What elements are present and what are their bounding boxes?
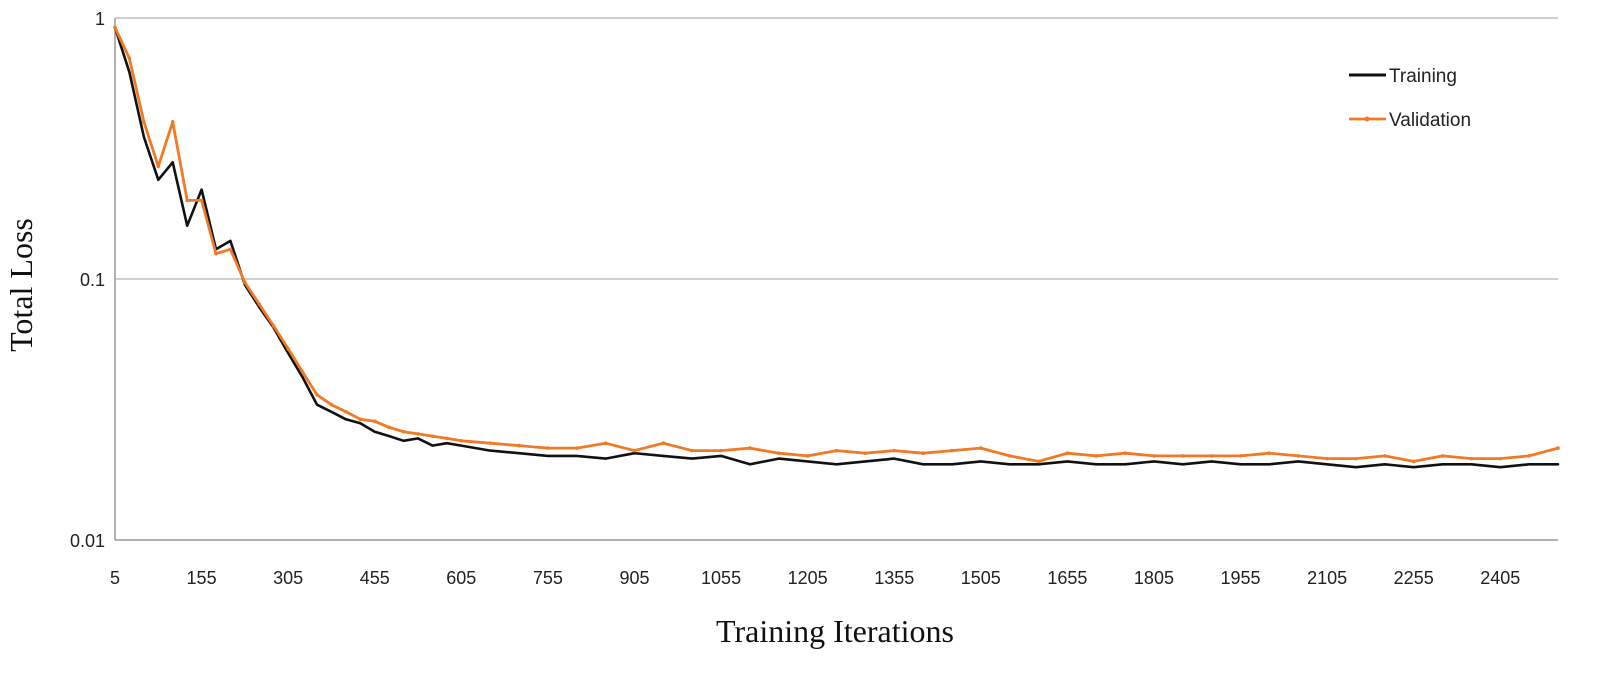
data-point-validation (228, 247, 233, 252)
axes (114, 18, 1558, 541)
data-point-validation (661, 441, 666, 445)
data-point-validation (1152, 454, 1156, 458)
data-point-validation (1325, 456, 1329, 461)
data-point-validation (488, 441, 492, 445)
data-point-validation (1267, 451, 1272, 456)
data-point-validation (170, 120, 175, 124)
x-tick-label: 1955 (1221, 568, 1261, 588)
data-point-validation (459, 438, 464, 443)
data-point-validation (445, 436, 449, 441)
data-point-validation (632, 448, 637, 453)
data-point-validation (1036, 459, 1041, 464)
x-tick-label: 1655 (1047, 568, 1087, 588)
data-point-validation (690, 448, 694, 453)
data-point-validation (1209, 454, 1214, 458)
data-point-validation (315, 393, 319, 397)
data-point-validation (344, 409, 348, 414)
data-point-validation (1007, 454, 1012, 458)
x-tick-label: 905 (619, 568, 649, 588)
data-point-validation (387, 425, 391, 430)
legend: Training Validation (1349, 66, 1471, 131)
data-point-validation (1296, 454, 1301, 458)
data-point-validation (1065, 451, 1070, 456)
data-point-validation (517, 443, 521, 448)
series-line-training (113, 26, 1560, 469)
data-point-validation (300, 370, 305, 374)
data-point-validation (546, 446, 550, 450)
data-point-validation (834, 448, 839, 453)
data-point-validation (748, 446, 752, 450)
data-point-validation (185, 198, 189, 203)
x-tick-label: 2105 (1307, 568, 1347, 588)
data-point-validation (863, 451, 868, 456)
data-point-validation (979, 446, 983, 450)
x-tick-label: 605 (446, 568, 476, 588)
x-tick-label: 1205 (788, 568, 828, 588)
data-point-validation (1498, 456, 1503, 461)
data-point-validation (603, 441, 608, 445)
data-point-validation (199, 198, 204, 203)
data-point-validation (1556, 446, 1560, 450)
grid (115, 17, 1558, 280)
data-point-validation (1440, 454, 1445, 458)
data-point-validation (950, 448, 954, 453)
data-point-validation (257, 302, 262, 307)
legend-label-training: Training (1389, 66, 1457, 87)
data-point-validation (1411, 459, 1416, 464)
legend-label-validation: Validation (1389, 110, 1471, 131)
y-axis-title: Total Loss (3, 218, 39, 352)
y-tick-label: 0.1 (80, 270, 105, 290)
data-point-validation (1094, 454, 1099, 458)
tick-labels: 1 0.1 0.015 155 305 455 605 755 905 1055 1205 1355 1… (70, 9, 1520, 588)
x-tick-label: 2405 (1480, 568, 1520, 588)
data-point-validation (430, 434, 435, 438)
data-point-validation (286, 347, 290, 351)
series-line-validation (113, 26, 1560, 463)
data-point-validation (1354, 456, 1358, 461)
data-point-validation (271, 324, 276, 328)
x-tick-label: 5 (110, 568, 120, 588)
data-point-validation (214, 251, 218, 256)
data-point-validation (1181, 454, 1185, 458)
data-point-validation (1527, 454, 1531, 458)
x-tick-label: 155 (187, 568, 217, 588)
x-tick-label: 455 (360, 568, 390, 588)
data-point-validation (1123, 451, 1127, 456)
series-layer (113, 25, 1560, 469)
data-point-validation (921, 451, 925, 456)
y-tick-label: 0.01 (70, 531, 105, 551)
data-point-validation (416, 432, 420, 436)
data-point-validation (1383, 454, 1387, 458)
data-point-validation (142, 120, 146, 124)
data-point-validation (401, 429, 406, 434)
x-tick-label: 305 (273, 568, 303, 588)
x-tick-label: 1805 (1134, 568, 1174, 588)
data-point-validation (329, 402, 334, 407)
data-point-validation (719, 448, 723, 453)
data-point-validation (358, 417, 363, 422)
x-tick-label: 1355 (874, 568, 914, 588)
x-axis-title: Training Iterations (716, 613, 954, 649)
legend-marker-validation (1364, 116, 1370, 122)
x-tick-label: 2255 (1394, 568, 1434, 588)
data-point-validation (243, 280, 247, 285)
data-point-validation (1238, 454, 1243, 458)
data-point-validation (776, 451, 781, 456)
data-point-validation (892, 448, 897, 453)
data-point-validation (127, 56, 132, 61)
x-tick-label: 755 (533, 568, 563, 588)
x-tick-label: 1055 (701, 568, 741, 588)
data-point-validation (113, 25, 117, 30)
data-point-validation (805, 454, 810, 458)
data-point-validation (156, 164, 161, 169)
data-point-validation (372, 419, 377, 424)
data-point-validation (1469, 456, 1474, 461)
data-point-validation (574, 446, 579, 450)
y-tick-label: 1 (95, 9, 105, 29)
x-tick-label: 1505 (961, 568, 1001, 588)
